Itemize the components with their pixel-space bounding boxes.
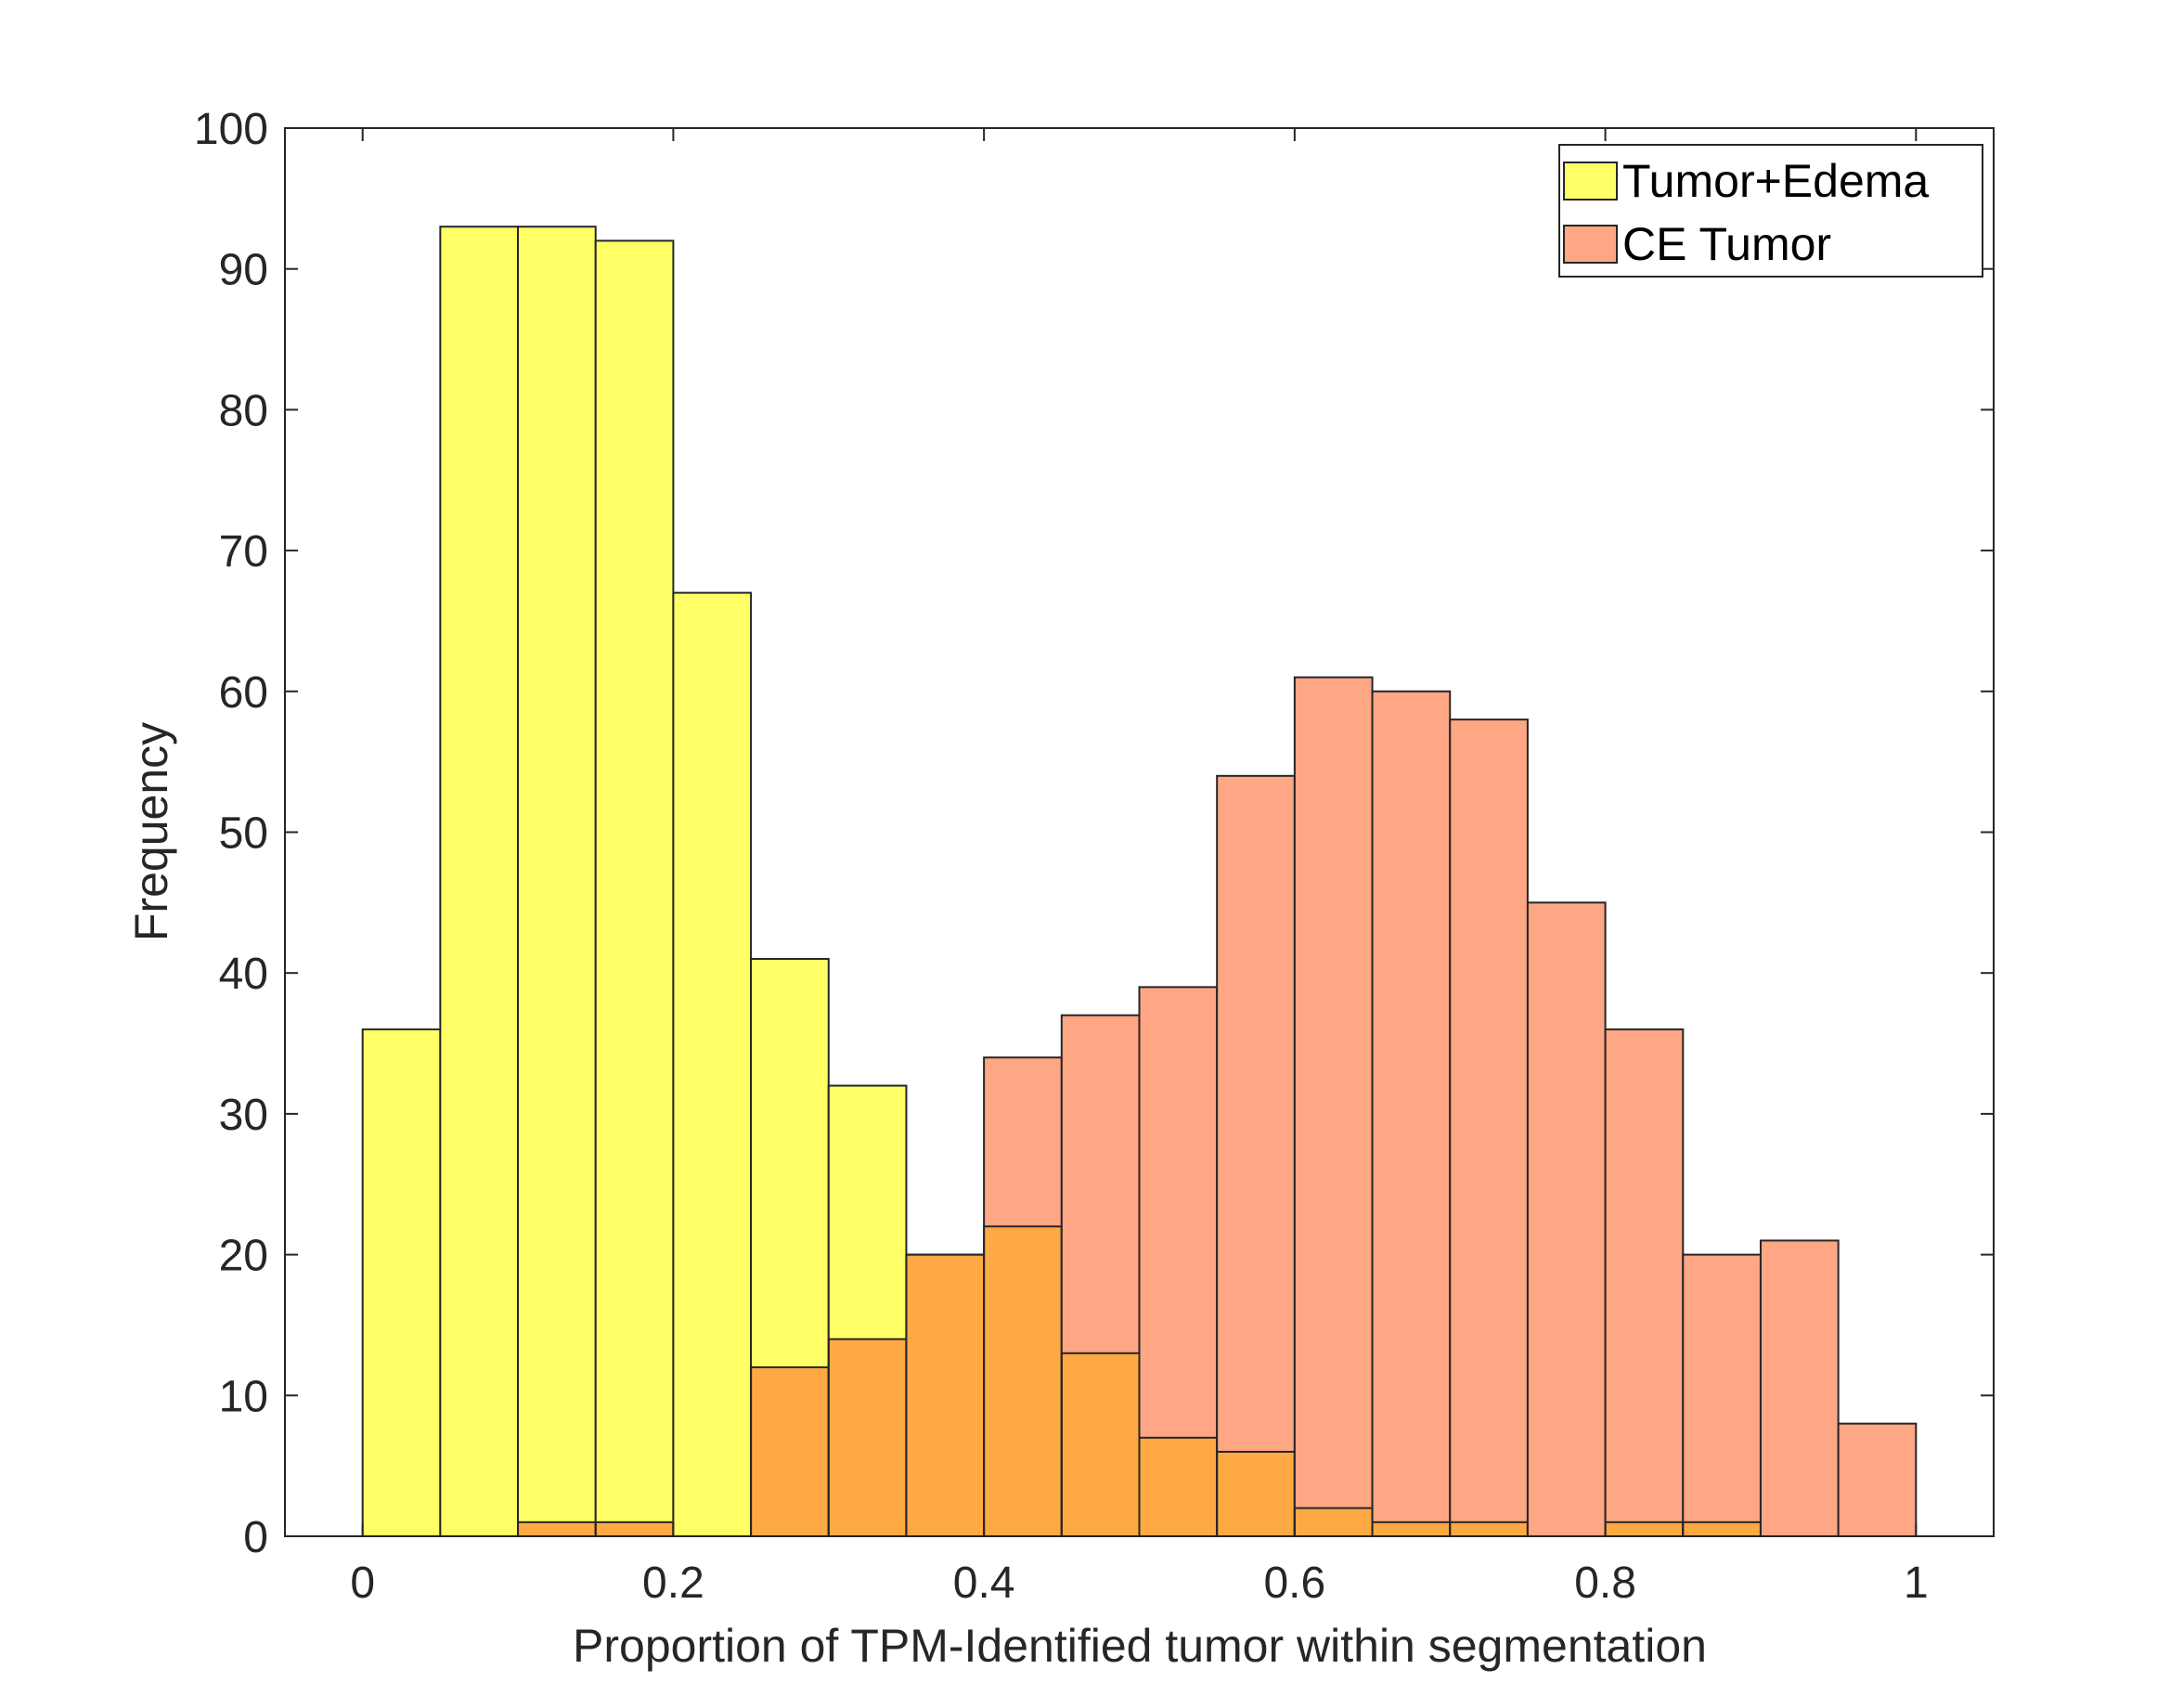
legend-box <box>1558 144 1983 278</box>
y-tick-label-8: 80 <box>219 386 268 435</box>
bar-tumor-edema-1 <box>440 226 519 1537</box>
y-tick-labels: 0 10 20 30 40 50 60 70 80 90 100 <box>194 105 268 1562</box>
bar-overlap-11 <box>1217 1451 1295 1536</box>
y-axis-label: Frequency <box>125 722 177 941</box>
bar-overlap-8 <box>984 1226 1062 1536</box>
bar-ce-tumor-10 <box>1139 987 1218 1438</box>
x-tick-label-3: 0.6 <box>1263 1559 1325 1608</box>
axes-box <box>284 127 1995 1537</box>
bar-overlap-9 <box>1061 1352 1140 1536</box>
bar-tumor-edema-0 <box>362 1029 441 1536</box>
bar-overlap-5 <box>751 1366 829 1536</box>
legend-swatch-tumor-edema <box>1563 162 1618 201</box>
x-tick-label-2: 0.4 <box>953 1559 1015 1608</box>
y-tick-label-1: 10 <box>219 1372 268 1421</box>
bar-overlap-12 <box>1294 1507 1373 1536</box>
y-tick-label-0: 0 <box>243 1513 268 1562</box>
bar-overlap-13 <box>1372 1521 1451 1536</box>
y-tick-label-4: 40 <box>219 950 268 999</box>
x-tick-label-1: 0.2 <box>642 1559 704 1608</box>
bar-ce-tumor-17 <box>1683 1254 1761 1522</box>
bar-tumor-edema-2 <box>518 226 596 1522</box>
y-tick-label-9: 90 <box>219 246 268 295</box>
bar-tumor-edema-5 <box>751 959 829 1367</box>
bar-ce-tumor-12 <box>1294 677 1373 1508</box>
x-tick-label-0: 0 <box>350 1559 375 1608</box>
legend: Tumor+Edema CE Tumor <box>1558 144 1983 278</box>
legend-swatch-ce-tumor <box>1563 225 1618 264</box>
legend-label-ce-tumor: CE Tumor <box>1622 218 1831 270</box>
bar-ce-tumor-18 <box>1760 1240 1839 1536</box>
x-axis-label: Proportion of TPM-Identified tumor withi… <box>573 1620 1707 1672</box>
bar-ce-tumor-8 <box>984 1057 1062 1227</box>
bar-ce-tumor-14 <box>1450 719 1528 1522</box>
bar-overlap-16 <box>1605 1521 1684 1536</box>
bar-overlap-17 <box>1683 1521 1761 1536</box>
bar-tumor-edema-6 <box>828 1085 907 1339</box>
bar-ce-tumor-9 <box>1061 1015 1140 1353</box>
bar-ce-tumor-11 <box>1217 775 1295 1452</box>
y-tick-label-2: 20 <box>219 1232 268 1281</box>
y-tick-label-10: 100 <box>194 105 268 154</box>
bar-ce-tumor-13 <box>1372 691 1451 1522</box>
y-tick-label-7: 70 <box>219 527 268 576</box>
bar-overlap-2 <box>518 1521 596 1536</box>
bar-overlap-7 <box>906 1254 985 1536</box>
bar-ce-tumor-19 <box>1838 1423 1917 1536</box>
bar-ce-tumor-15 <box>1527 902 1606 1536</box>
bar-ce-tumor-16 <box>1605 1029 1684 1522</box>
x-tick-labels: 0 0.2 0.4 0.6 0.8 1 <box>350 1559 1928 1608</box>
bar-overlap-3 <box>595 1521 674 1536</box>
x-tick-label-4: 0.8 <box>1574 1559 1636 1608</box>
bar-tumor-edema-3 <box>595 240 674 1522</box>
y-tick-label-6: 60 <box>219 668 268 718</box>
y-tick-label-5: 50 <box>219 809 268 859</box>
x-tick-label-5: 1 <box>1904 1559 1929 1608</box>
bar-overlap-10 <box>1139 1437 1218 1536</box>
legend-label-tumor-edema: Tumor+Edema <box>1622 155 1929 207</box>
y-tick-label-3: 30 <box>219 1091 268 1140</box>
bar-overlap-14 <box>1450 1521 1528 1536</box>
bar-overlap-6 <box>828 1339 907 1536</box>
bar-tumor-edema-4 <box>673 592 752 1536</box>
